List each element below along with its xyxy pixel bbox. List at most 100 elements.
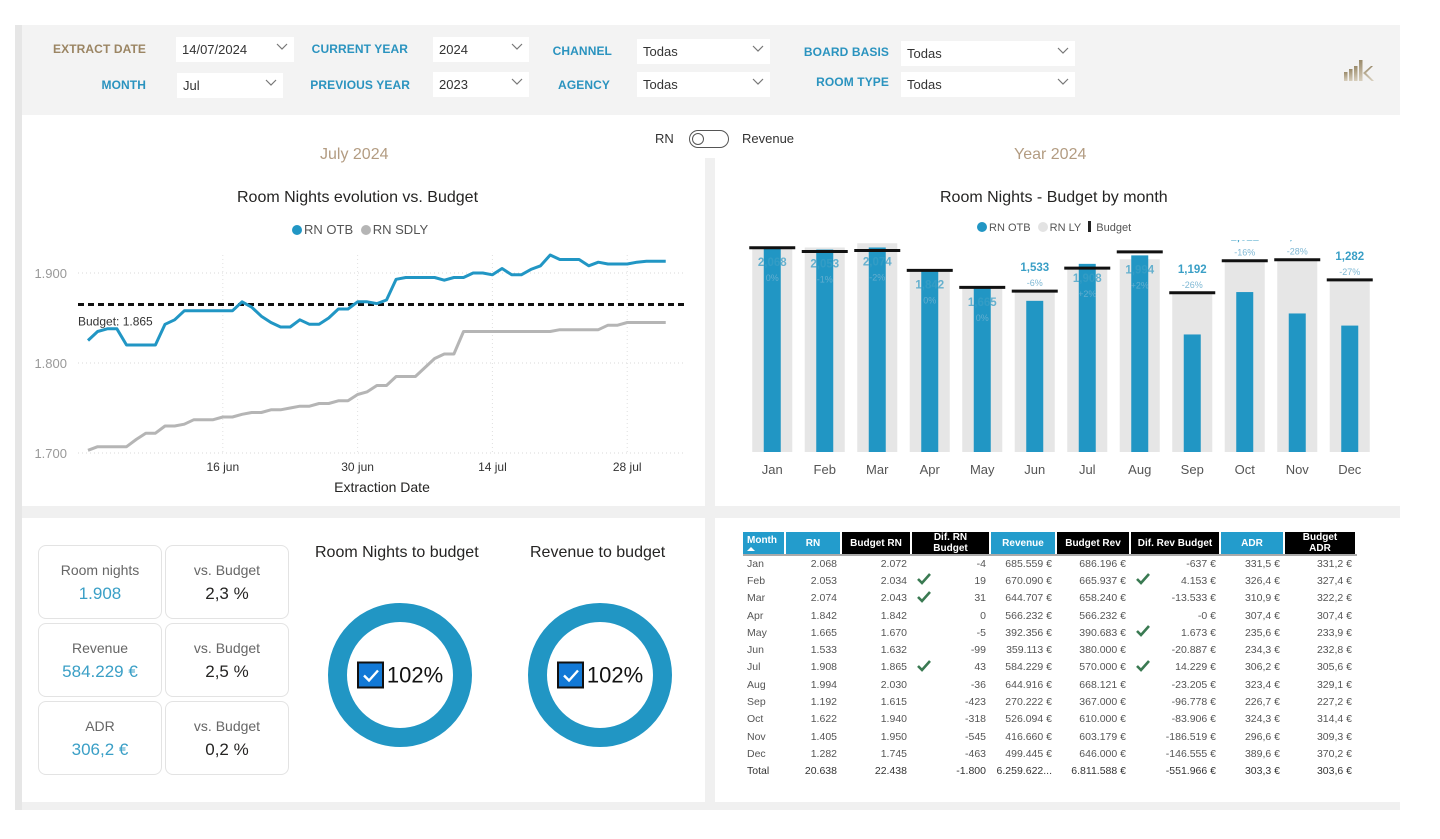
kpi-value: 2,5 % <box>205 662 249 681</box>
cell-rn: 20.638 <box>804 765 837 778</box>
board-basis-value: Todas <box>907 46 942 61</box>
cell-revenue: 644.916 € <box>1005 678 1052 691</box>
bar-rn-otb <box>1026 300 1044 452</box>
col-header-revenue[interactable]: Revenue <box>990 532 1057 556</box>
kpi-label: Room nights <box>60 562 140 578</box>
kpi-card-room-nights: Room nights 1.908 <box>38 545 162 619</box>
bar-variance-label: +2% <box>1078 289 1096 299</box>
month-dropdown[interactable]: Jul <box>177 73 283 98</box>
cell-budget-adr: 233,9 € <box>1316 626 1352 639</box>
previous-year-label: PREVIOUS YEAR <box>310 78 410 92</box>
table-row[interactable]: Mar 2.074 2.043 31 644.707 € 658.240 € -13.533… <box>743 590 1356 607</box>
x-tick-label: Oct <box>1235 462 1256 477</box>
legend-item-budget[interactable]: Budget <box>1088 221 1131 234</box>
cell-dif-rev: -637 € <box>1186 558 1216 571</box>
table-row[interactable]: Feb 2.053 2.034 19 670.090 € 665.937 € 4.153 €… <box>743 572 1356 589</box>
table-row[interactable]: Dec 1.282 1.745 -463 499.445 € 646.000 € -146.… <box>743 745 1356 762</box>
col-header-rn[interactable]: RN <box>785 532 842 556</box>
chevron-down-icon <box>1057 47 1069 57</box>
cell-dif-rn: -4 <box>976 558 986 571</box>
table-row[interactable]: Apr 1.842 1.842 0 566.232 € 566.232 € -0 € 307,… <box>743 607 1356 624</box>
cell-dif-rn: 19 <box>974 574 986 587</box>
table-header-row: Month RN Budget RN Dif. RN Budget Revenu… <box>743 532 1357 556</box>
bar-rn-otb <box>1131 255 1149 452</box>
col-header-month[interactable]: Month <box>743 532 786 556</box>
cell-rn: 1.282 <box>810 747 837 760</box>
current-year-dropdown[interactable]: 2024 <box>433 37 529 62</box>
previous-year-dropdown[interactable]: 2023 <box>433 72 529 97</box>
col-header-adr[interactable]: ADR <box>1220 532 1285 556</box>
cell-dif-rev: -0 € <box>1197 609 1216 622</box>
board-basis-dropdown[interactable]: Todas <box>901 41 1075 66</box>
chevron-down-icon <box>752 78 764 88</box>
table-row[interactable]: Aug 1.994 2.030 -36 644.916 € 668.121 € -23.20… <box>743 676 1356 693</box>
chevron-down-icon <box>752 45 764 55</box>
table-total-row: Total 20.638 22.438 -1.800 6.259.622... 6.811… <box>743 763 1356 780</box>
room-type-value: Todas <box>907 77 942 92</box>
series-line-rn-sdly <box>87 321 666 452</box>
x-tick-label: Nov <box>1286 462 1310 477</box>
cell-dif-rn: 31 <box>974 592 986 605</box>
cell-month: Dec <box>747 747 766 760</box>
legend-item-rn-ly[interactable]: RN LY <box>1037 222 1081 234</box>
cell-rev-status <box>1130 711 1152 728</box>
cell-month: May <box>747 626 767 639</box>
table-row[interactable]: Jul 1.908 1.865 43 584.229 € 570.000 € 14.229 … <box>743 659 1356 676</box>
x-tick-label: Apr <box>920 462 941 477</box>
cell-rn: 1.842 <box>810 609 837 622</box>
cell-dif-rn: -99 <box>970 644 986 657</box>
channel-label: CHANNEL <box>552 44 612 58</box>
col-header-dif-rn-budget[interactable]: Dif. RN Budget <box>911 532 991 556</box>
kpi-value: 306,2 € <box>71 740 129 759</box>
cell-budget-rn: 2.072 <box>880 558 907 571</box>
bar-variance-label: -16% <box>1234 248 1255 258</box>
col-header-budget-rev[interactable]: Budget Rev <box>1056 532 1131 556</box>
cell-dif-rn: -463 <box>964 747 986 760</box>
extract-date-dropdown[interactable]: 14/07/2024 <box>176 37 294 62</box>
cell-dif-rev: -146.555 € <box>1165 747 1216 760</box>
cell-revenue: 584.229 € <box>1005 661 1052 674</box>
table-row[interactable]: Jan 2.068 2.072 -4 685.559 € 686.196 € -637 € 3… <box>743 555 1356 572</box>
channel-dropdown[interactable]: Todas <box>637 39 770 64</box>
legend-item-rn-sdly[interactable]: RN SDLY <box>360 222 428 237</box>
cell-budget-rn: 1.940 <box>880 713 907 726</box>
cell-rn: 2.068 <box>810 558 837 571</box>
kpi-card-adr-vs-budget: vs. Budget 0,2 % <box>165 701 289 775</box>
toggle-label-rn: RN <box>655 131 674 146</box>
monthly-table-panel <box>715 518 1400 802</box>
table-row[interactable]: Jun 1.533 1.632 -99 359.113 € 380.000 € -20.88… <box>743 641 1356 658</box>
cell-month: Oct <box>747 713 764 726</box>
y-tick-label: 1.900 <box>34 266 67 281</box>
cell-month: Sep <box>747 696 766 709</box>
cell-budget-rn: 1.670 <box>880 626 907 639</box>
bar-variance-label: 0% <box>976 313 989 323</box>
table-row[interactable]: May 1.665 1.670 -5 392.356 € 390.683 € 1.673 €… <box>743 624 1356 641</box>
legend-item-rn-otb[interactable]: RN OTB <box>292 222 353 237</box>
col-header-budget-rn[interactable]: Budget RN <box>841 532 912 556</box>
cell-budget-rn: 1.745 <box>880 747 907 760</box>
bar-data-label: 1,908 <box>1073 273 1102 285</box>
bar-data-label: 1,282 <box>1335 251 1364 263</box>
line-chart-title: Room Nights evolution vs. Budget <box>237 189 479 206</box>
col-header-dif-rev-budget[interactable]: Dif. Rev Budget <box>1130 532 1221 556</box>
table-row[interactable]: Oct 1.622 1.940 -318 526.094 € 610.000 € -83.9… <box>743 711 1356 728</box>
kpi-label: ADR <box>85 718 115 734</box>
kpi-label: vs. Budget <box>193 718 261 734</box>
bar-rn-otb <box>868 247 886 452</box>
room-type-dropdown[interactable]: Todas <box>901 72 1075 97</box>
cell-rev-status <box>1130 693 1152 710</box>
cell-adr: 324,3 € <box>1244 713 1280 726</box>
legend-item-rn-otb[interactable]: RN OTB <box>977 222 1031 234</box>
table-row[interactable]: Sep 1.192 1.615 -423 270.222 € 367.000 € -96.7… <box>743 693 1356 710</box>
table-row[interactable]: Nov 1.405 1.950 -545 416.660 € 603.179 € -186.… <box>743 728 1356 745</box>
kpi-label: Revenue <box>71 640 129 656</box>
cell-budget-rn: 1.615 <box>880 696 907 709</box>
col-header-budget-adr[interactable]: Budget ADR <box>1284 532 1357 556</box>
cell-adr: 303,3 € <box>1244 765 1280 778</box>
cell-dif-rn: 0 <box>980 609 986 622</box>
bar-rn-otb <box>973 287 991 452</box>
extract-date-label: EXTRACT DATE <box>53 42 146 56</box>
rn-revenue-toggle[interactable] <box>689 130 729 148</box>
agency-dropdown[interactable]: Todas <box>637 72 770 97</box>
checkmark-icon <box>1136 625 1150 640</box>
